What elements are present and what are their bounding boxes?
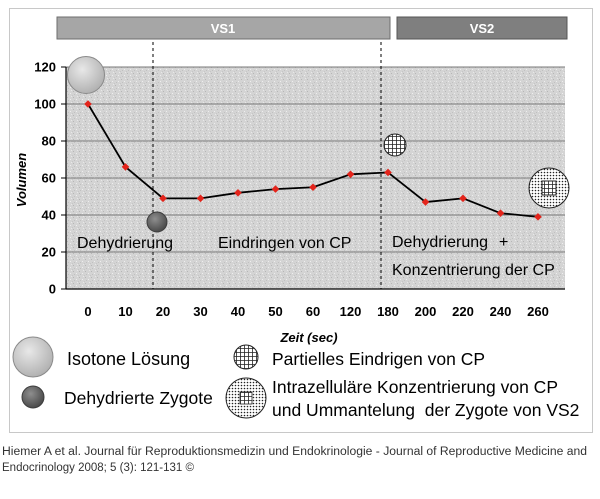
legend-item: Isotone Lösung <box>12 336 190 378</box>
data-point <box>384 168 392 177</box>
x-tick-label: 40 <box>231 304 245 319</box>
x-tick-label: 120 <box>340 304 362 319</box>
figure-frame <box>9 8 593 433</box>
data-point <box>159 194 167 203</box>
legend-item: Partielles Eindrigen von CP <box>233 344 485 370</box>
intracellular-cp-concentration-icon <box>225 377 267 419</box>
data-point <box>309 183 317 192</box>
data-point <box>84 100 92 108</box>
y-tick-label: 0 <box>49 282 56 297</box>
data-point <box>534 213 542 221</box>
axis-ticks: 0 20 40 60 80 100 120 0 10 20 30 40 50 60 120 180 200 220… <box>34 60 549 320</box>
data-point <box>196 194 205 203</box>
annotation-phase1: Dehydrierung <box>77 235 173 252</box>
x-tick-label: 240 <box>490 304 512 319</box>
x-tick-label: 200 <box>415 304 437 319</box>
x-tick-label: 0 <box>84 304 91 319</box>
isotonic-cell-icon <box>12 336 54 378</box>
dehydrated-zygote-icon <box>21 385 45 409</box>
phase-bar-vs1 <box>56 16 391 40</box>
x-tick-label: 220 <box>452 304 474 319</box>
annotation-phase3-plus: + <box>499 234 508 251</box>
legend-label-line2: und Ummantelung der Zygote von VS2 <box>272 400 579 420</box>
x-tick-label: 20 <box>156 304 170 319</box>
y-tick-label: 60 <box>42 171 56 186</box>
legend-label-line1: Intrazelluläre Konzentrierung von CP <box>272 377 558 397</box>
dehydrated-zygote-icon <box>146 211 168 233</box>
y-tick-label: 120 <box>34 60 56 75</box>
gridlines <box>66 66 565 253</box>
phase-bar-vs1-label: VS1 <box>211 21 236 36</box>
series <box>84 100 542 221</box>
data-point <box>346 170 355 179</box>
legend-item: Intrazelluläre Konzentrierung von CP und… <box>225 377 579 420</box>
partial-cp-penetration-icon <box>383 133 407 157</box>
legend-item: Dehydrierte Zygote <box>21 385 213 409</box>
x-tick-label: 260 <box>527 304 549 319</box>
annotation-phase3-line1: Dehydrierung <box>392 234 488 251</box>
legend-label: Dehydrierte Zygote <box>64 388 213 408</box>
phase-bar-vs2 <box>396 16 568 40</box>
annotation-phase2: Eindringen von CP <box>218 235 351 252</box>
phase-bars: VS1 VS2 <box>56 16 568 40</box>
data-point <box>421 198 430 206</box>
annotation-phase3-line2: Konzentrierung der CP <box>392 262 555 279</box>
data-point <box>496 209 505 217</box>
y-tick-label: 100 <box>34 97 56 112</box>
x-tick-label: 180 <box>377 304 399 319</box>
legend: Isotone Lösung Dehydrierte Zygote Partie… <box>12 336 579 420</box>
intracellular-cp-concentration-icon <box>528 167 570 209</box>
citation-line2: Endocrinology 2008; 5 (3): 121-131 © <box>2 462 194 474</box>
y-tick-label: 20 <box>42 245 56 260</box>
data-point <box>234 189 242 197</box>
x-tick-label: 10 <box>118 304 132 319</box>
x-tick-label: 60 <box>306 304 320 319</box>
y-tick-label: 80 <box>42 134 56 149</box>
partial-cp-penetration-icon <box>233 344 259 370</box>
x-tick-label: 30 <box>193 304 207 319</box>
data-point <box>271 185 280 193</box>
x-axis-title: Zeit (sec) <box>279 330 337 345</box>
data-point <box>459 194 467 203</box>
y-tick-label: 40 <box>42 208 56 223</box>
legend-label: Isotone Lösung <box>67 349 190 369</box>
legend-label: Partielles Eindrigen von CP <box>272 349 485 369</box>
data-point <box>121 163 130 171</box>
isotonic-cell-icon <box>67 56 105 94</box>
x-tick-label: 50 <box>268 304 282 319</box>
phase-bar-vs2-label: VS2 <box>470 21 495 36</box>
y-axis-title: Volumen <box>14 153 29 207</box>
citation-line1: Hiemer A et al. Journal für Reproduktion… <box>2 446 587 458</box>
